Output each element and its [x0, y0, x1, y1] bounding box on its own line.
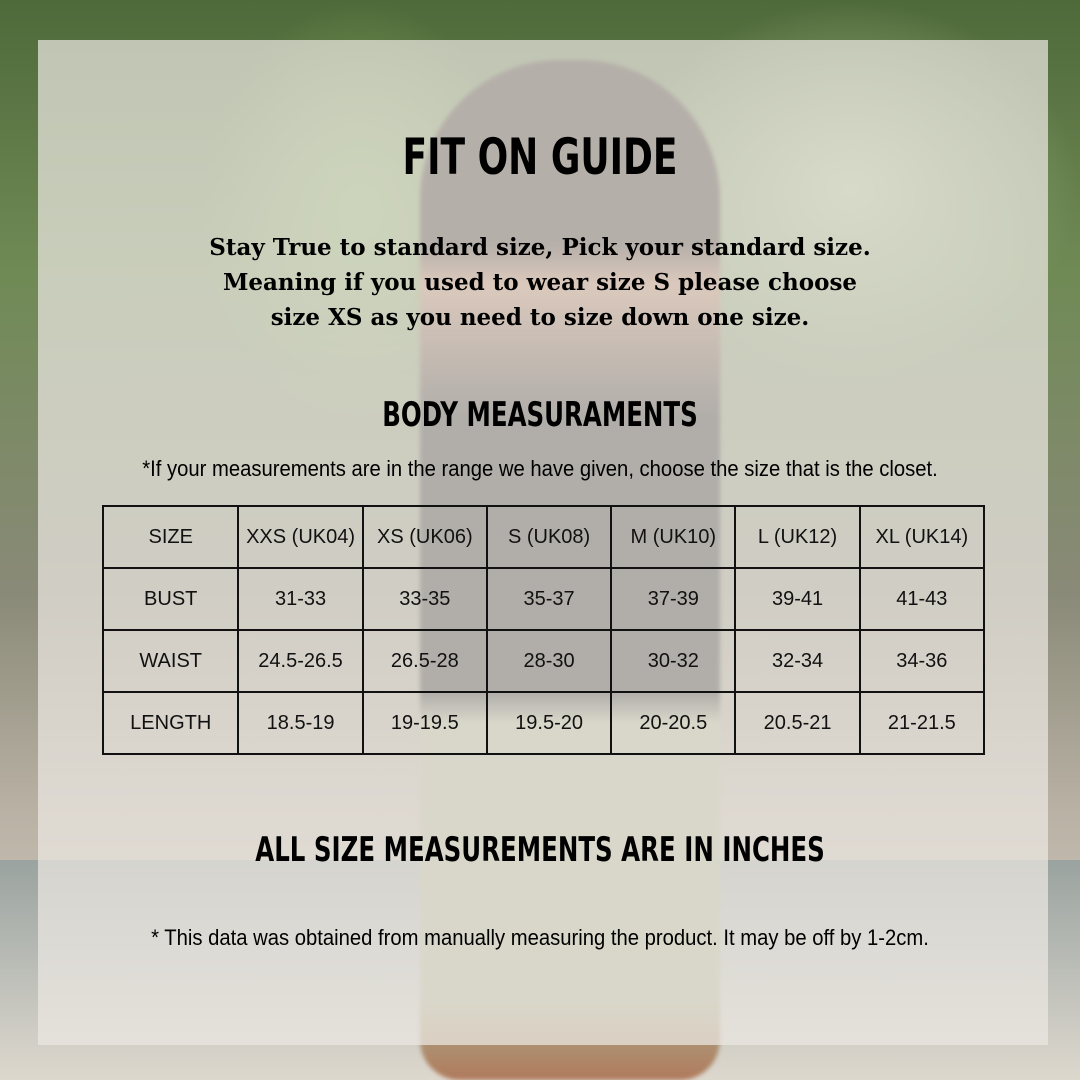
table-cell: 28-30 [485, 629, 613, 693]
table-cell: 35-37 [485, 567, 613, 631]
table-cell: 39-41 [734, 567, 861, 631]
header-cell: XL (UK14) [858, 505, 986, 569]
row-label: BUST [101, 567, 240, 631]
size-table: SIZE XXS (UK04) XS (UK06) S (UK08) M (UK… [101, 505, 986, 755]
table-cell: 20.5-21 [734, 691, 861, 755]
header-cell: M (UK10) [610, 505, 737, 569]
intro-line: size XS as you need to size down one siz… [270, 304, 810, 331]
intro-line: Meaning if you used to wear size S pleas… [222, 269, 858, 296]
table-row: BUST 31-33 33-35 35-37 37-39 39-41 41-43 [101, 567, 986, 631]
disclaimer: * This data was obtained from manually m… [151, 925, 929, 950]
units-note: ALL SIZE MEASUREMENTS ARE IN INCHES [255, 830, 825, 870]
table-cell: 31-33 [237, 567, 364, 631]
row-label: WAIST [101, 629, 240, 693]
intro-line: Stay True to standard size, Pick your st… [209, 234, 871, 261]
table-cell: 30-32 [610, 629, 737, 693]
table-cell: 19-19.5 [361, 691, 488, 755]
range-note: *If your measurements are in the range w… [142, 456, 938, 481]
header-cell: XXS (UK04) [237, 505, 364, 569]
table-row: LENGTH 18.5-19 19-19.5 19.5-20 20-20.5 2… [101, 691, 986, 755]
header-cell: S (UK08) [485, 505, 613, 569]
table-cell: 19.5-20 [485, 691, 613, 755]
table-cell: 41-43 [858, 567, 986, 631]
header-cell: SIZE [101, 505, 240, 569]
intro-text: Stay True to standard size, Pick your st… [0, 230, 1080, 335]
table-row: WAIST 24.5-26.5 26.5-28 28-30 30-32 32-3… [101, 629, 986, 693]
table-cell: 21-21.5 [858, 691, 986, 755]
page-title: FIT ON GUIDE [402, 128, 678, 186]
table-cell: 34-36 [858, 629, 986, 693]
table-cell: 18.5-19 [237, 691, 364, 755]
table-cell: 37-39 [610, 567, 737, 631]
header-cell: L (UK12) [734, 505, 861, 569]
table-cell: 33-35 [361, 567, 488, 631]
header-cell: XS (UK06) [361, 505, 488, 569]
row-label: LENGTH [101, 691, 240, 755]
table-cell: 26.5-28 [361, 629, 488, 693]
table-cell: 32-34 [734, 629, 861, 693]
table-cell: 24.5-26.5 [237, 629, 364, 693]
section-title: BODY MEASURAMENTS [382, 395, 698, 435]
table-cell: 20-20.5 [610, 691, 737, 755]
table-header-row: SIZE XXS (UK04) XS (UK06) S (UK08) M (UK… [101, 505, 986, 569]
